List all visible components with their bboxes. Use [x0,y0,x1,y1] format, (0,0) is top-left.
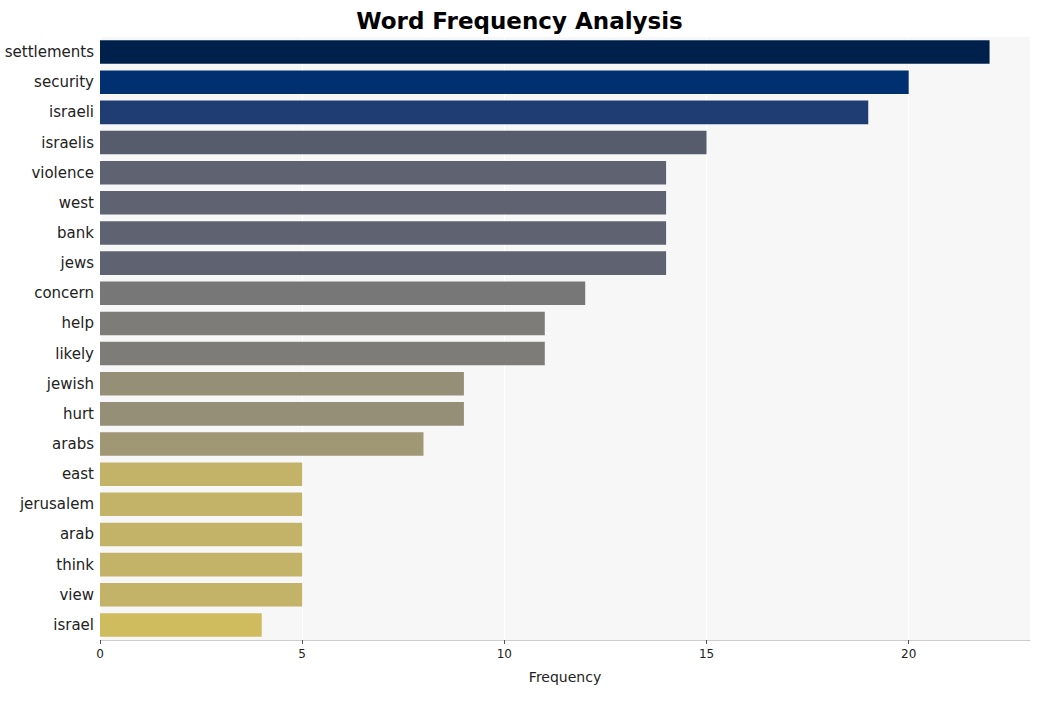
svg-text:settlements: settlements [5,43,94,61]
svg-text:concern: concern [34,284,94,302]
svg-text:jewish: jewish [46,375,94,393]
svg-text:likely: likely [55,345,94,363]
svg-text:israelis: israelis [41,134,94,152]
svg-text:10: 10 [497,647,512,661]
svg-text:bank: bank [57,224,94,242]
svg-text:5: 5 [298,647,306,661]
svg-text:jerusalem: jerusalem [19,495,94,513]
svg-text:east: east [62,465,94,483]
svg-text:west: west [59,194,94,212]
svg-text:0: 0 [96,647,104,661]
svg-text:israeli: israeli [49,103,94,121]
svg-text:help: help [62,314,94,332]
svg-text:Frequency: Frequency [529,669,601,685]
svg-text:15: 15 [699,647,714,661]
svg-text:think: think [56,556,94,574]
svg-text:20: 20 [901,647,916,661]
svg-text:arab: arab [60,525,94,543]
svg-text:jews: jews [60,254,95,272]
svg-text:view: view [59,586,94,604]
svg-text:israel: israel [53,616,94,634]
svg-text:hurt: hurt [63,405,94,423]
svg-text:violence: violence [31,164,94,182]
svg-text:arabs: arabs [52,435,94,453]
svg-text:Word Frequency Analysis: Word Frequency Analysis [356,8,683,34]
svg-text:security: security [34,73,94,91]
